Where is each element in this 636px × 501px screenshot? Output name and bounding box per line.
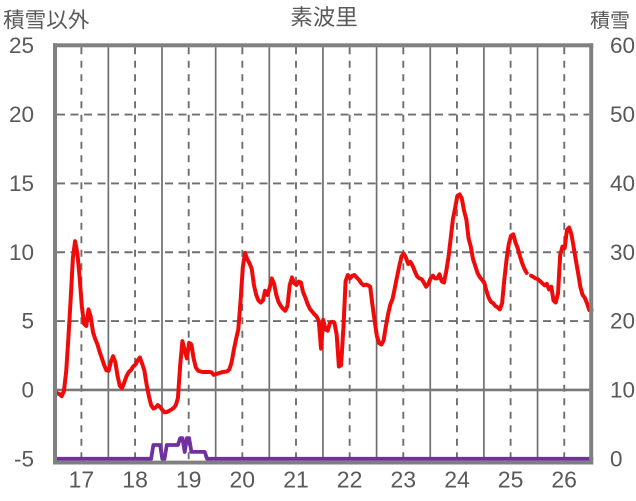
svg-text:21: 21 (283, 467, 309, 493)
svg-text:20: 20 (230, 467, 256, 493)
svg-text:30: 30 (610, 240, 635, 265)
svg-text:0: 0 (610, 446, 623, 471)
svg-text:22: 22 (337, 467, 363, 493)
svg-text:-5: -5 (14, 446, 34, 471)
svg-text:40: 40 (610, 171, 635, 196)
svg-text:20: 20 (610, 309, 635, 334)
svg-text:5: 5 (21, 309, 34, 334)
svg-text:18: 18 (122, 467, 148, 493)
svg-text:24: 24 (444, 467, 470, 493)
svg-text:19: 19 (176, 467, 202, 493)
svg-text:10: 10 (610, 377, 635, 402)
svg-text:17: 17 (69, 467, 95, 493)
svg-text:25: 25 (498, 467, 524, 493)
svg-text:15: 15 (9, 171, 34, 196)
svg-text:10: 10 (9, 240, 34, 265)
svg-text:20: 20 (9, 102, 34, 127)
svg-text:23: 23 (391, 467, 417, 493)
svg-text:25: 25 (9, 33, 34, 58)
svg-text:60: 60 (610, 33, 635, 58)
svg-text:26: 26 (551, 467, 577, 493)
svg-text:50: 50 (610, 102, 635, 127)
svg-text:0: 0 (21, 377, 34, 402)
